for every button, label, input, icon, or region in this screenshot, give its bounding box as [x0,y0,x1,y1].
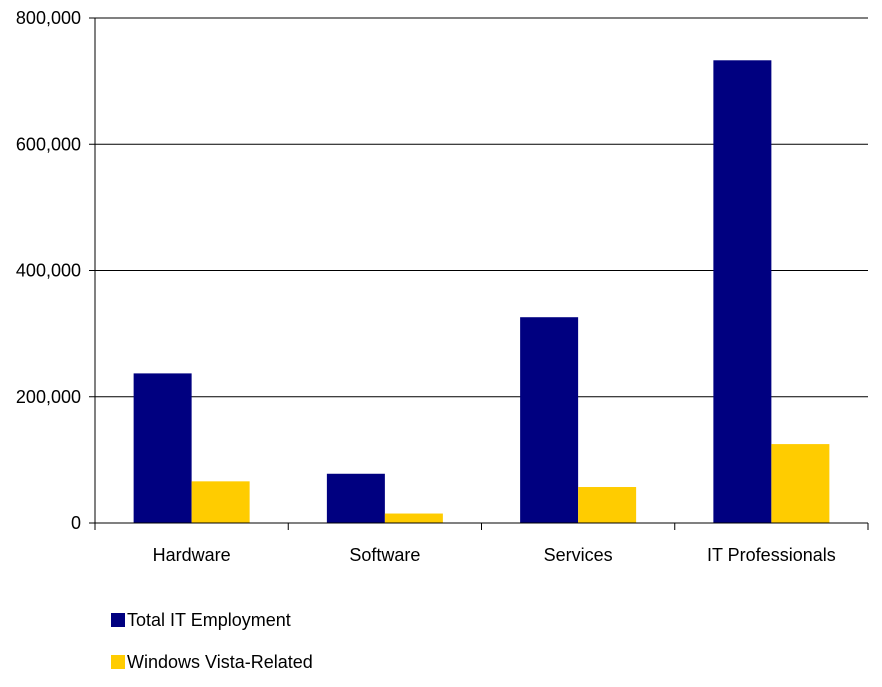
bar-windows-vista-related-1 [384,513,443,523]
y-tick-label: 800,000 [16,8,81,28]
bar-windows-vista-related-0 [191,481,250,523]
y-tick-label: 600,000 [16,134,81,154]
legend-label: Total IT Employment [127,610,291,630]
x-tick-label: IT Professionals [707,545,836,565]
legend: Total IT Employment Windows Vista-Related [111,610,313,672]
bars [133,60,830,523]
legend-swatch [111,655,125,669]
legend-swatch [111,613,125,627]
x-tick-label: Hardware [153,545,231,565]
bar-windows-vista-related-3 [771,444,830,523]
bar-windows-vista-related-2 [578,487,637,523]
y-tick-label: 400,000 [16,261,81,281]
y-tick-label: 200,000 [16,387,81,407]
x-tick-label: Services [544,545,613,565]
axes: 0 200,000 400,000 600,000 800,000 Hardware Sof… [16,8,869,565]
bar-total-it-employment-1 [326,473,385,523]
y-tick-label: 0 [71,513,81,533]
bar-total-it-employment-0 [133,373,192,523]
legend-label: Windows Vista-Related [127,652,313,672]
x-tick-label: Software [349,545,420,565]
bar-total-it-employment-3 [713,60,772,523]
bar-total-it-employment-2 [520,317,579,523]
